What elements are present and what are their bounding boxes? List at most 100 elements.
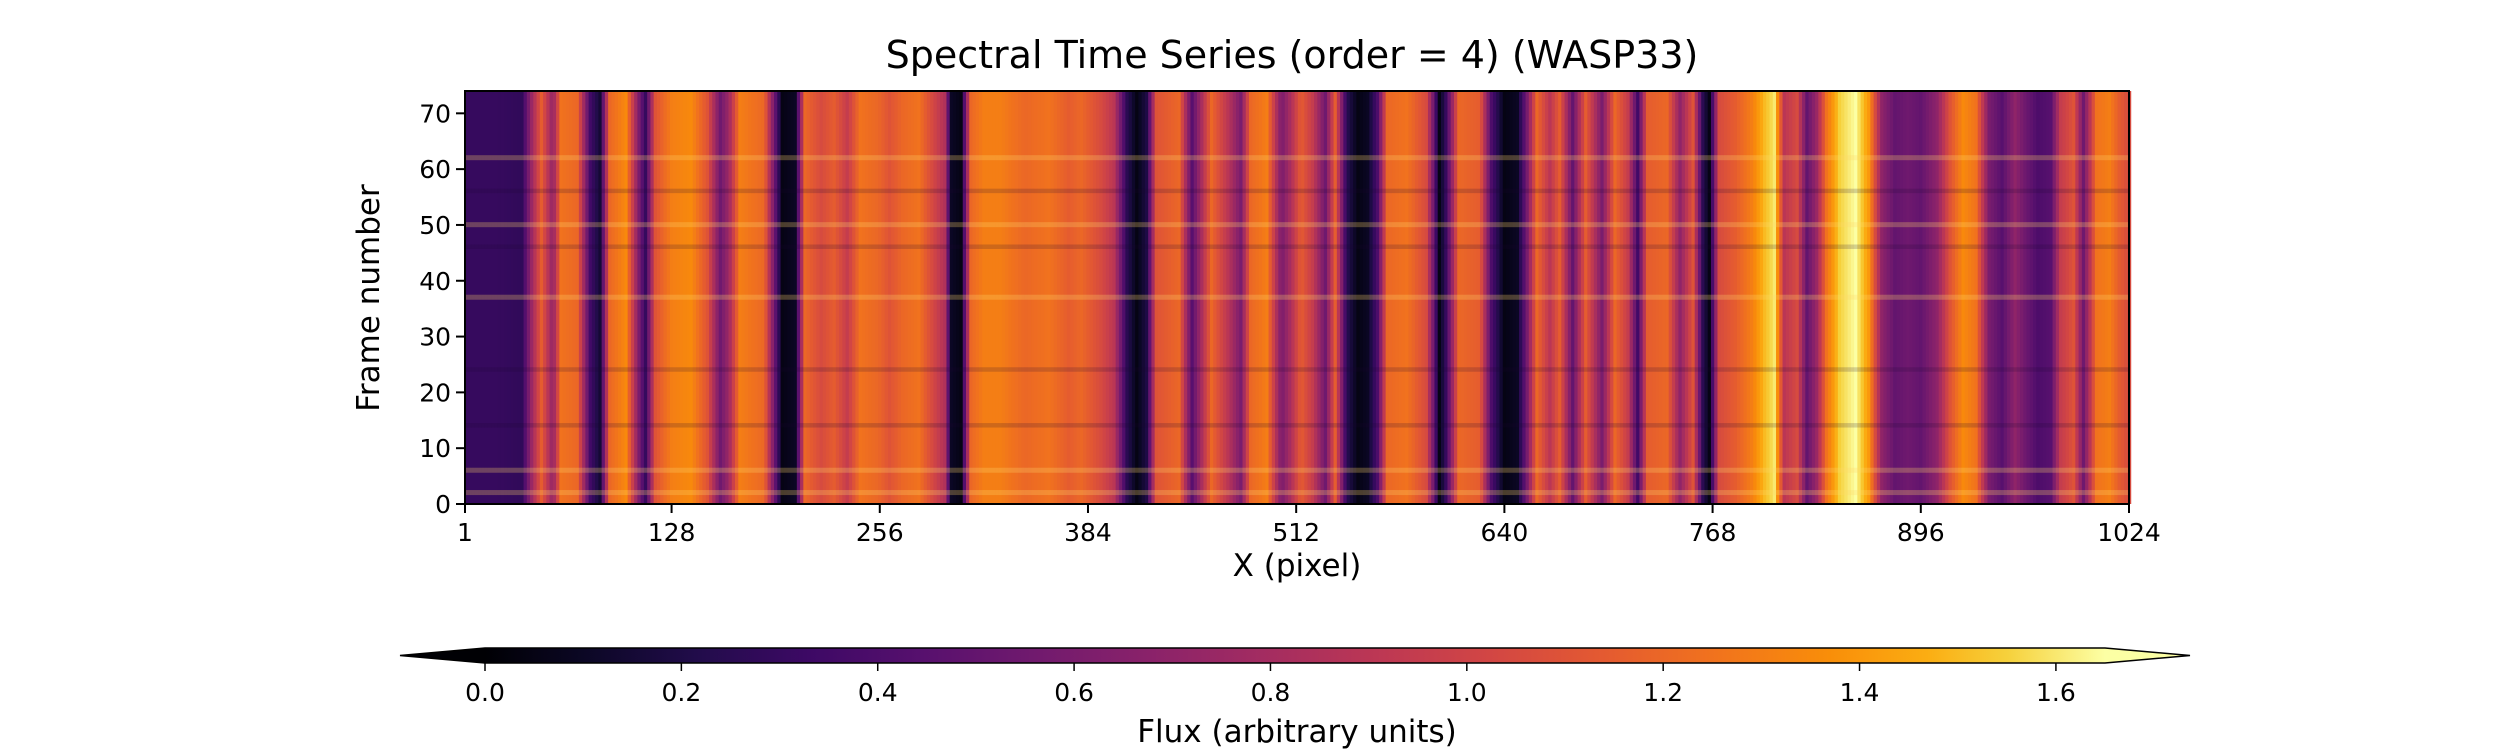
heatmap-column xyxy=(1545,91,1549,504)
heatmap-column xyxy=(1750,91,1754,504)
heatmap-column xyxy=(748,91,752,504)
heatmap-column xyxy=(1785,91,1790,504)
heatmap-column xyxy=(1782,91,1787,504)
heatmap-column xyxy=(1479,91,1484,504)
heatmap-column xyxy=(1388,91,1393,504)
heatmap-column xyxy=(614,91,619,504)
heatmap-column xyxy=(2107,91,2112,504)
heatmap-column xyxy=(1551,91,1556,504)
heatmap-column xyxy=(1626,91,1631,504)
heatmap-column xyxy=(1655,91,1660,504)
heatmap-column xyxy=(1541,91,1546,504)
heatmap-column xyxy=(2042,91,2047,504)
heatmap-column xyxy=(800,91,804,504)
heatmap-column xyxy=(1993,91,1998,504)
heatmap-column xyxy=(1236,91,1240,504)
heatmap-column xyxy=(1053,91,1058,504)
heatmap-column xyxy=(1453,91,1458,504)
heatmap-column xyxy=(1115,91,1120,504)
heatmap-column xyxy=(1138,91,1143,504)
heatmap-column xyxy=(1105,91,1110,504)
heatmap-column xyxy=(1743,91,1748,504)
heatmap-column xyxy=(774,91,778,504)
heatmap-column xyxy=(1697,91,1702,504)
heatmap-column xyxy=(1554,91,1559,504)
heatmap-column xyxy=(1990,91,1995,504)
heatmap-column xyxy=(2085,91,2089,504)
heatmap-column xyxy=(1616,91,1621,504)
colorbar-label: Flux (arbitrary units) xyxy=(1137,714,1457,750)
heatmap-column xyxy=(735,91,739,504)
heatmap-column xyxy=(673,91,678,504)
heatmap-column xyxy=(1229,91,1234,504)
heatmap-column xyxy=(1102,91,1107,504)
colorbar-tick-label: 0.2 xyxy=(661,678,701,707)
heatmap-column xyxy=(1769,91,1774,504)
heatmap-column xyxy=(2016,91,2021,504)
heatmap-column xyxy=(1854,91,1858,504)
heatmap-column xyxy=(852,91,856,504)
heatmap-column xyxy=(2072,91,2076,504)
heatmap-column xyxy=(829,91,834,504)
heatmap-column xyxy=(1356,91,1361,504)
heatmap-column xyxy=(465,91,469,504)
heatmap-column xyxy=(1587,91,1592,504)
heatmap-column xyxy=(2049,91,2054,504)
heatmap-column xyxy=(679,91,684,504)
heatmap-column xyxy=(1564,91,1569,504)
heatmap-column xyxy=(1304,91,1309,504)
heatmap-column xyxy=(1746,91,1751,504)
heatmap-column xyxy=(757,91,762,504)
heatmap-column xyxy=(543,91,547,504)
heatmap-column xyxy=(1414,91,1419,504)
heatmap-column xyxy=(946,91,951,504)
heatmap-column xyxy=(1893,91,1897,504)
heatmap-column xyxy=(1658,91,1663,504)
x-tick-label: 1024 xyxy=(2097,518,2161,547)
heatmap-column xyxy=(1083,91,1087,504)
heatmap-column xyxy=(1294,91,1299,504)
heatmap-column xyxy=(2052,91,2057,504)
heatmap-column xyxy=(787,91,791,504)
heatmap-column xyxy=(731,91,736,504)
heatmap-column xyxy=(2036,91,2041,504)
x-tick-label: 384 xyxy=(1064,518,1112,547)
heatmap-column xyxy=(1496,91,1501,504)
heatmap-column xyxy=(1336,91,1341,504)
heatmap-column xyxy=(2101,91,2106,504)
heatmap-column xyxy=(1408,91,1413,504)
heatmap-column xyxy=(1561,91,1566,504)
heatmap-column xyxy=(1710,91,1715,504)
heatmap-column xyxy=(640,91,645,504)
heatmap-column xyxy=(949,91,954,504)
heatmap-column xyxy=(1919,91,1924,504)
heatmap-column xyxy=(1118,91,1123,504)
heatmap-column xyxy=(1099,91,1104,504)
heatmap-column xyxy=(1258,91,1263,504)
heatmap-column xyxy=(992,91,996,504)
heatmap-column xyxy=(1600,91,1605,504)
heatmap-column xyxy=(621,91,625,504)
heatmap-column xyxy=(1421,91,1426,504)
heatmap-column xyxy=(1073,91,1078,504)
heatmap-column xyxy=(1317,91,1322,504)
heatmap-column xyxy=(1372,91,1377,504)
heatmap-column xyxy=(1226,91,1231,504)
heatmap-column xyxy=(663,91,668,504)
heatmap-column xyxy=(1242,91,1247,504)
heatmap-column xyxy=(1463,91,1468,504)
heatmap-column xyxy=(943,91,948,504)
heatmap-column xyxy=(611,91,616,504)
heatmap-column xyxy=(682,91,687,504)
heatmap-column xyxy=(504,91,508,504)
heatmap-column xyxy=(491,91,495,504)
heatmap-column xyxy=(562,91,567,504)
heatmap-column xyxy=(1723,91,1728,504)
colorbar-tick-label: 1.4 xyxy=(1840,678,1880,707)
heatmap-frame-band-bright xyxy=(465,155,2129,161)
heatmap-column xyxy=(1060,91,1065,504)
heatmap-column xyxy=(1850,91,1855,504)
x-tick-label: 896 xyxy=(1897,518,1945,547)
heatmap-column xyxy=(2065,91,2070,504)
heatmap-column xyxy=(572,91,577,504)
